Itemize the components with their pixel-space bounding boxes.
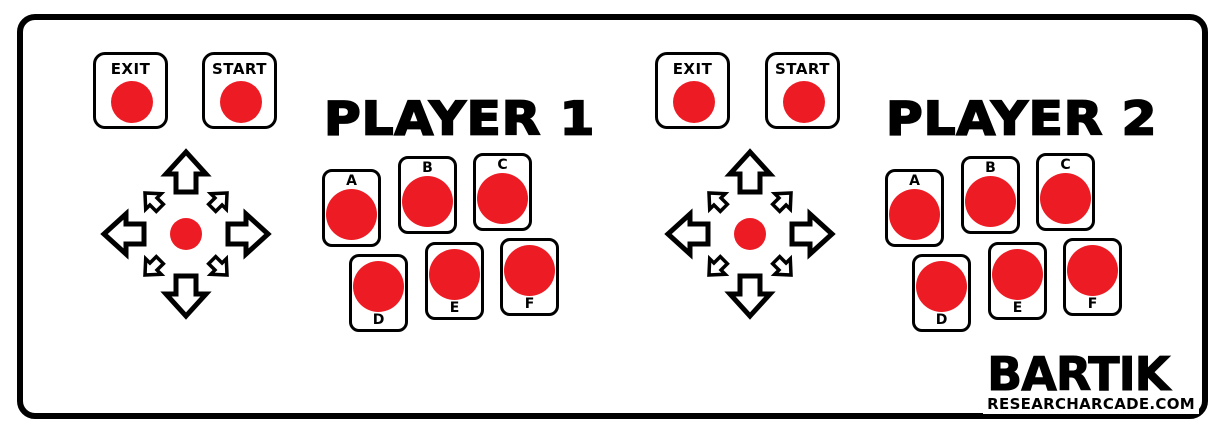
p1-down-left-arrow-icon	[143, 254, 166, 277]
p2-button-b[interactable]: B	[961, 156, 1020, 234]
p2-button-f-label: F	[1087, 296, 1098, 312]
p2-button-d-cap	[916, 261, 967, 312]
p2-left-arrow-icon	[664, 208, 711, 260]
p1-button-b[interactable]: B	[398, 156, 457, 234]
p1-title: PLAYER 1	[323, 92, 596, 146]
p1-exit-label: EXIT	[110, 60, 151, 78]
p2-button-e-cap	[992, 249, 1043, 300]
p2-down-right-arrow-icon	[770, 254, 793, 277]
p2-button-f-cap	[1067, 245, 1118, 296]
p1-button-e-label: E	[449, 300, 460, 316]
p1-up-arrow-icon	[160, 148, 212, 195]
p2-title: PLAYER 2	[885, 92, 1158, 146]
brand-url: RESEARCHARCADE.COM	[987, 395, 1195, 413]
p2-button-a-label: A	[909, 173, 920, 189]
p1-start-button-cap	[219, 81, 262, 123]
p2-right-arrow-icon	[789, 208, 836, 260]
p1-button-c[interactable]: C	[473, 153, 532, 231]
p1-button-f[interactable]: F	[500, 238, 559, 316]
p2-exit-button[interactable]: EXIT	[655, 52, 730, 129]
p1-button-c-cap	[477, 173, 528, 224]
p2-exit-label: EXIT	[672, 60, 713, 78]
p2-joystick-icon[interactable]	[662, 146, 838, 322]
p1-left-arrow-icon	[100, 208, 147, 260]
p1-button-f-label: F	[524, 296, 535, 312]
p1-button-a-cap	[326, 189, 377, 240]
p2-start-label: START	[774, 60, 831, 78]
p1-start-button[interactable]: START	[202, 52, 277, 129]
p1-exit-button-cap	[110, 81, 153, 123]
p2-button-e[interactable]: E	[988, 242, 1047, 320]
p1-up-right-arrow-icon	[206, 191, 229, 214]
p1-start-label: START	[211, 60, 268, 78]
p2-start-button-cap	[782, 81, 825, 123]
p2-button-a[interactable]: A	[885, 169, 944, 247]
p1-button-b-label: B	[422, 160, 433, 176]
brand-logo: BARTIK RESEARCHARCADE.COM	[983, 347, 1199, 414]
p1-joystick-ball	[170, 218, 202, 250]
p1-down-arrow-icon	[160, 273, 212, 320]
p2-button-d[interactable]: D	[912, 254, 971, 332]
p1-exit-button[interactable]: EXIT	[93, 52, 168, 129]
p1-button-d-label: D	[372, 312, 385, 328]
p2-start-button[interactable]: START	[765, 52, 840, 129]
p1-button-d[interactable]: D	[349, 254, 408, 332]
p1-joystick-icon[interactable]	[98, 146, 274, 322]
p2-button-a-cap	[889, 189, 940, 240]
p2-down-left-arrow-icon	[707, 254, 730, 277]
p2-button-c[interactable]: C	[1036, 153, 1095, 231]
p2-up-arrow-icon	[724, 148, 776, 195]
p2-button-c-label: C	[1060, 157, 1071, 173]
p2-button-c-cap	[1040, 173, 1091, 224]
p2-joystick-ball	[734, 218, 766, 250]
p1-button-e[interactable]: E	[425, 242, 484, 320]
p1-button-a-label: A	[346, 173, 357, 189]
p1-down-right-arrow-icon	[206, 254, 229, 277]
p1-button-b-cap	[402, 176, 453, 227]
p2-button-f[interactable]: F	[1063, 238, 1122, 316]
p1-button-e-cap	[429, 249, 480, 300]
p2-button-e-label: E	[1012, 300, 1023, 316]
p2-button-b-label: B	[985, 160, 996, 176]
p1-right-arrow-icon	[225, 208, 272, 260]
p2-button-b-cap	[965, 176, 1016, 227]
p1-button-d-cap	[353, 261, 404, 312]
p2-up-left-arrow-icon	[707, 191, 730, 214]
p1-button-f-cap	[504, 245, 555, 296]
brand-name: BARTIK	[987, 347, 1171, 402]
p1-button-c-label: C	[497, 157, 508, 173]
p2-down-arrow-icon	[724, 273, 776, 320]
p1-up-left-arrow-icon	[143, 191, 166, 214]
p2-up-right-arrow-icon	[770, 191, 793, 214]
p2-button-d-label: D	[935, 312, 948, 328]
p1-button-a[interactable]: A	[322, 169, 381, 247]
p2-exit-button-cap	[672, 81, 715, 123]
